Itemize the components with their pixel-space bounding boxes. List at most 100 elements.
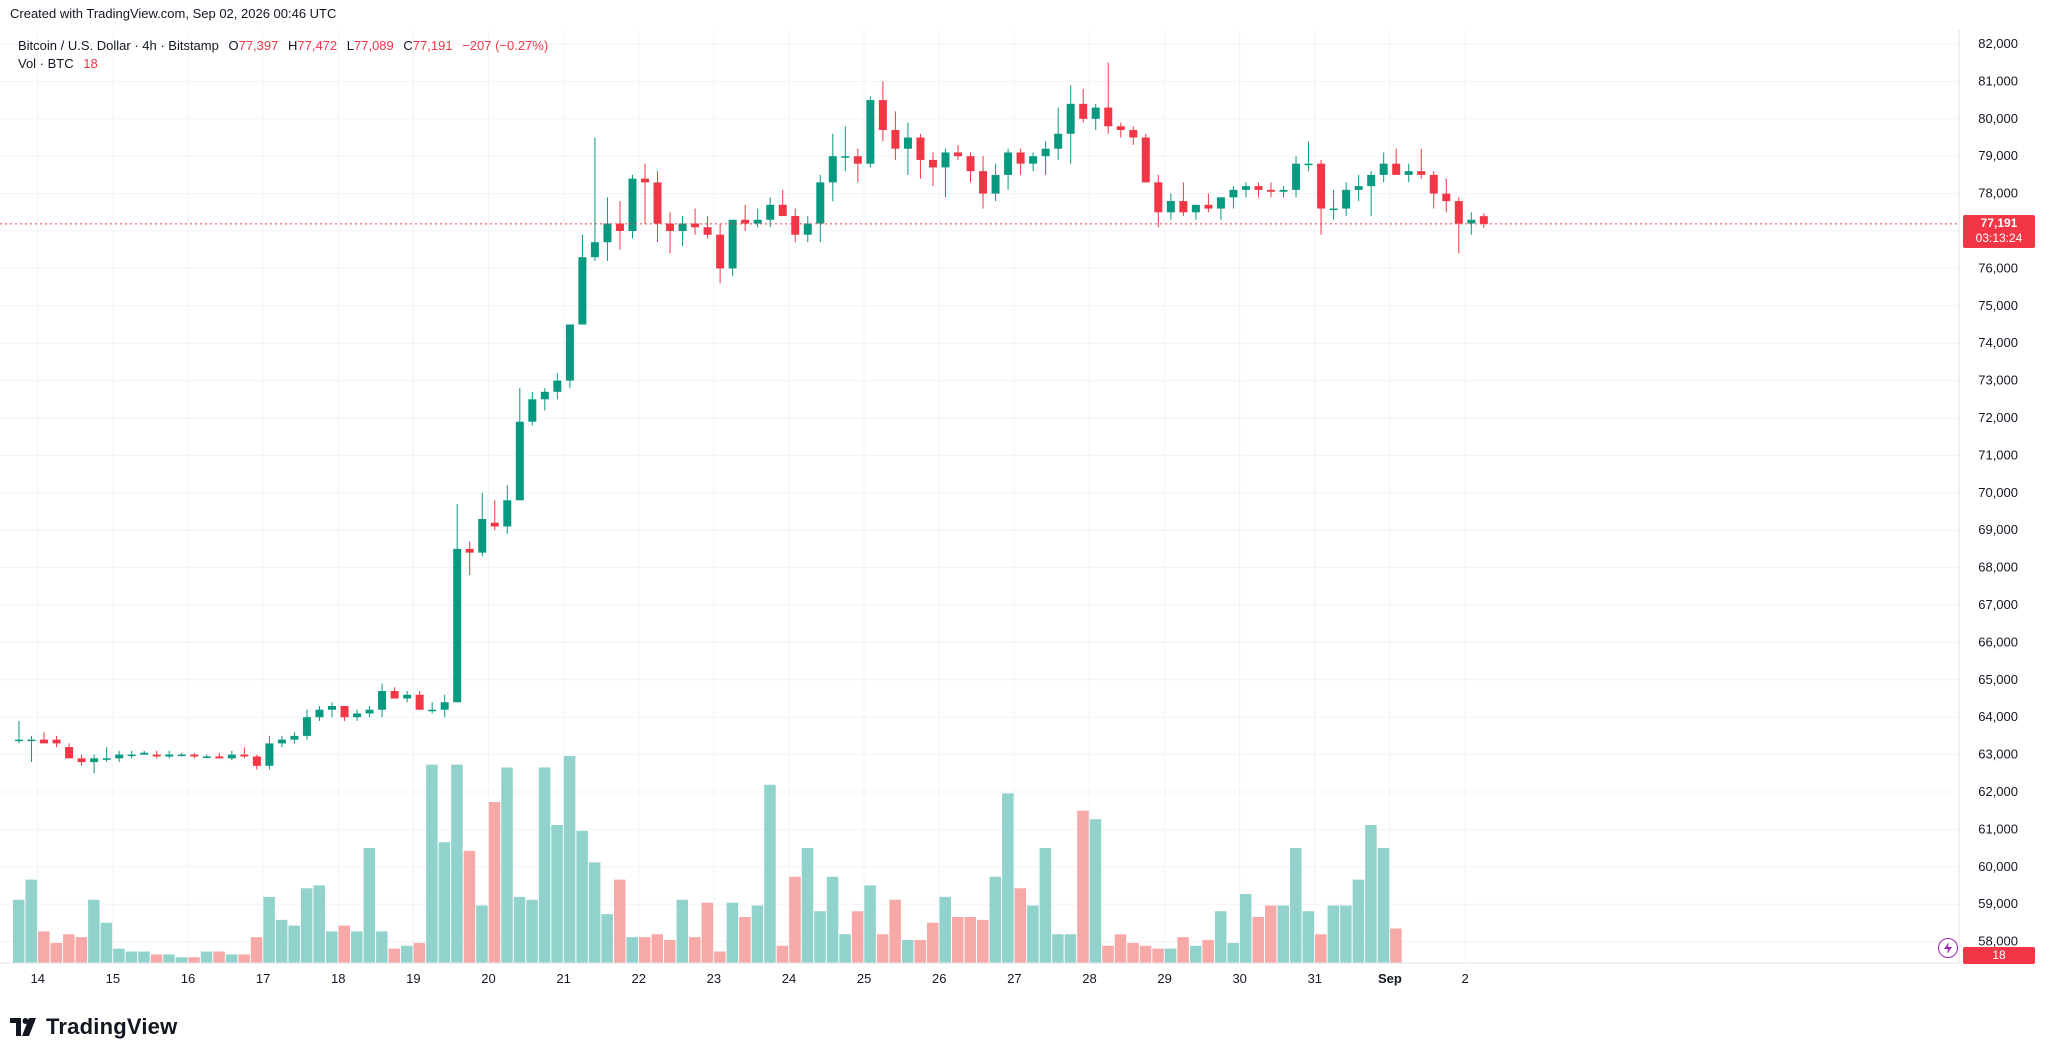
last-price-value: 77,191 [1980, 216, 2018, 230]
candle [1004, 148, 1013, 190]
candle [803, 216, 812, 243]
legend-symbol: Bitcoin / U.S. Dollar · 4h · Bitstamp [18, 38, 219, 53]
volume-bar [1089, 819, 1102, 963]
candle-body [1091, 107, 1100, 119]
candle-body [90, 758, 99, 763]
candle [1154, 174, 1163, 228]
candle [1229, 186, 1238, 209]
volume-bar [1164, 948, 1177, 963]
volume-bar [876, 934, 889, 963]
candle-body [979, 171, 988, 194]
volume-bar [1139, 945, 1152, 963]
candle [102, 747, 111, 763]
volume-bar [1327, 905, 1340, 963]
candle-body [202, 756, 211, 758]
last-volume-tag: 18 [1963, 947, 2035, 964]
time-tick-label: 28 [1082, 971, 1096, 986]
candle-body [390, 691, 399, 699]
candle-body [503, 500, 512, 527]
candle [428, 702, 437, 714]
candle-body [1404, 171, 1413, 175]
price-tick-label: 61,000 [1978, 821, 2018, 836]
candle-body [615, 223, 624, 231]
volume-bar [401, 945, 413, 963]
time-tick-label: 2 [1461, 971, 1468, 986]
volume-bar [776, 945, 789, 963]
candle-body [628, 178, 637, 231]
volume-bar [150, 954, 163, 963]
candle-body [265, 743, 274, 766]
candle-body [490, 522, 499, 527]
candle [340, 705, 349, 721]
candle [903, 122, 912, 175]
candle [440, 694, 449, 718]
candle-body [1116, 126, 1125, 131]
volume-bar [326, 931, 338, 963]
candle-body [653, 182, 662, 224]
candle [578, 234, 587, 325]
candle-body [1304, 163, 1313, 166]
volume-bar [1027, 905, 1039, 963]
tradingview-logo[interactable]: TradingView [10, 1014, 177, 1040]
candle [1254, 182, 1263, 198]
candle-body [1317, 163, 1326, 209]
candle-body [1141, 137, 1150, 183]
candle [916, 133, 925, 179]
candle-body [578, 257, 587, 325]
candle-body [878, 100, 887, 131]
candle-body [891, 130, 900, 149]
volume-bar [1127, 942, 1139, 963]
volume-bar [1252, 917, 1264, 963]
candle [678, 216, 687, 246]
candle-body [1041, 148, 1050, 157]
candle-body [328, 705, 336, 710]
candle-body [277, 739, 286, 744]
candle [1141, 133, 1150, 183]
volume-bar [814, 911, 826, 963]
candle [1191, 204, 1200, 220]
candle [1116, 122, 1125, 138]
candle-body [778, 204, 787, 217]
candle-body [1479, 216, 1488, 224]
candle-body [828, 156, 837, 183]
candle-body [1292, 163, 1301, 190]
lightning-icon[interactable] [1938, 938, 1958, 958]
volume-bar [451, 764, 463, 963]
price-tick-label: 74,000 [1978, 335, 2018, 350]
volume-bar [1189, 945, 1202, 963]
volume-bar [25, 879, 38, 963]
volume-bar [839, 934, 851, 963]
volume-bar [138, 951, 150, 963]
candle-body [1104, 107, 1113, 127]
candle-body [565, 324, 574, 381]
candle [778, 189, 787, 217]
candle [252, 754, 261, 770]
candle [1066, 85, 1075, 164]
volume-bar [664, 940, 676, 963]
volume-bar [225, 954, 238, 963]
volume-bar [563, 756, 576, 963]
candle [1029, 152, 1038, 172]
candle [1354, 174, 1363, 202]
price-tick-label: 64,000 [1978, 709, 2018, 724]
volume-bar [1290, 848, 1302, 963]
candle [828, 133, 837, 202]
candle [878, 81, 887, 142]
candle [77, 754, 86, 766]
candle-body [340, 705, 349, 718]
legend-close-label: C [403, 38, 413, 53]
candle-body [353, 713, 362, 718]
candle [503, 485, 512, 534]
candle-body [666, 223, 675, 231]
candle [553, 373, 562, 400]
candle [65, 743, 74, 759]
volume-bar [488, 802, 501, 963]
candle-body [1254, 186, 1263, 190]
volume-bar [989, 876, 1002, 963]
candle [328, 702, 336, 718]
candle [753, 208, 762, 228]
volume-bar [526, 899, 538, 963]
candle-body [428, 709, 437, 712]
legend-close-value: 77,191 [412, 38, 453, 53]
